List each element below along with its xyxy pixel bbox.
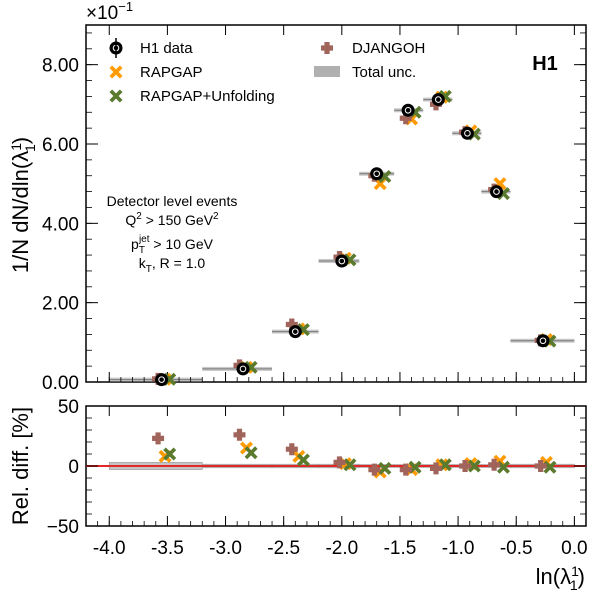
y-exponent-label: ×10−1 (86, 0, 133, 24)
x-tick-label: -3.5 (151, 538, 184, 559)
legend-label-h1-data: H1 data (140, 40, 193, 57)
brand-label: H1 (532, 53, 558, 75)
x-tick-label: -1.5 (384, 538, 417, 559)
top-panel: 0.00 2.00 4.00 6.00 8.00 ×10−1 1/N dN/dln(λ1… (8, 0, 587, 394)
top-plot-frame (85, 24, 587, 383)
legend-marker-rapgap (109, 65, 123, 79)
legend-marker-h1-data (109, 38, 123, 58)
top-point-data (288, 325, 302, 339)
legend-item-djangoh: DJANGOH (321, 40, 425, 57)
legend-glyph-djangoh (321, 42, 333, 54)
bottom-point-unfold (408, 460, 422, 474)
top-point-data (489, 185, 503, 199)
bottom-point-djangoh (285, 443, 298, 456)
bottom-markers (152, 428, 557, 479)
legend: H1 data RAPGAP RAPGAP+Unfolding DJANGOH … (109, 38, 425, 105)
bottom-point-djangoh (368, 463, 381, 476)
x-tick-label: -2.5 (267, 538, 300, 559)
x-tick-labels: -4.0 -3.5 -3.0 -2.5 -2.0 -1.5 -1.0 -0.5 0.0 (93, 538, 588, 559)
bottom-point-unfold (296, 453, 310, 467)
top-point-data (536, 334, 550, 348)
legend-label-total-unc: Total unc. (352, 64, 416, 81)
bottom-point-djangoh (459, 460, 472, 472)
annotation-block: Detector level events Q2 > 150 GeV2 pTje… (107, 193, 238, 275)
bottom-point-unfold (496, 460, 510, 474)
top-point-data (460, 126, 474, 140)
top-point-djangoh (399, 112, 412, 125)
top-point-data (236, 362, 250, 376)
bottom-y-tick-label: 50 (58, 397, 79, 418)
legend-glyph-rapgap-unfolding (109, 89, 123, 103)
bottom-point-unfold (378, 461, 392, 475)
legend-marker-rapgap-unfolding (109, 89, 123, 103)
annotation-kt-radius: kT, R = 1.0 (139, 255, 206, 275)
top-y-tick-label: 6.00 (42, 135, 79, 156)
legend-item-rapgap-unfolding: RAPGAP+Unfolding (109, 88, 275, 105)
top-point-data (431, 93, 445, 107)
x-axis-title: ln(λ1 1) (536, 563, 585, 593)
top-point-data (155, 373, 169, 387)
top-y-tick-label: 4.00 (42, 214, 79, 235)
legend-item-h1-data: H1 data (109, 38, 193, 58)
y-axis-title-top: 1/N dN/dln(λ11) (8, 137, 38, 273)
x-tick-label: -0.5 (500, 538, 533, 559)
top-y-tick-label: 8.00 (42, 56, 79, 77)
bottom-point-unfold (543, 460, 557, 474)
top-markers (152, 89, 557, 387)
bottom-point-unfold (163, 447, 177, 461)
legend-marker-total-unc (314, 66, 340, 77)
top-y-tick-label: 2.00 (42, 294, 79, 315)
bottom-point-djangoh (430, 462, 442, 475)
bottom-point-djangoh (233, 428, 246, 441)
annotation-pt-jet-cut: pTjet > 10 GeV (131, 234, 214, 256)
x-tick-label: -4.0 (93, 538, 126, 559)
x-tick-label: -3.0 (209, 538, 242, 559)
bottom-point-djangoh (488, 458, 501, 471)
bottom-axis-ticks: −50 0 50 (47, 397, 586, 538)
legend-item-total-unc: Total unc. (314, 64, 416, 81)
bottom-point-unfold (438, 458, 452, 472)
top-point-data (335, 254, 349, 268)
bottom-point-unfold (343, 458, 357, 472)
top-axis-ticks: 0.00 2.00 4.00 6.00 8.00 (42, 25, 586, 394)
bottom-panel: −50 0 50 Rel. diff. [%] -4.0 -3.5 -3.0 -2.5 -2… (8, 397, 588, 593)
legend-label-djangoh: DJANGOH (352, 40, 425, 57)
top-point-djangoh (285, 318, 298, 331)
legend-label-rapgap-unfolding: RAPGAP+Unfolding (140, 88, 275, 105)
x-tick-label: 0.0 (561, 538, 587, 559)
top-point-data (401, 103, 415, 117)
bottom-point-unfold (467, 459, 481, 473)
x-tick-label: -1.0 (442, 538, 475, 559)
bottom-point-djangoh (399, 463, 412, 476)
bottom-point-djangoh (152, 432, 165, 445)
bottom-y-tick-label: 0 (68, 457, 79, 478)
bottom-point-djangoh (333, 456, 346, 469)
legend-marker-djangoh (321, 42, 333, 54)
y-axis-title-bottom: Rel. diff. [%] (8, 407, 33, 525)
x-tick-label: -2.0 (325, 538, 358, 559)
annotation-detector-level: Detector level events (107, 193, 238, 209)
annotation-q2-cut: Q2 > 150 GeV2 (125, 211, 219, 228)
legend-item-rapgap: RAPGAP (109, 64, 203, 81)
top-y-tick-label: 0.00 (42, 373, 79, 394)
bottom-point-unfold (244, 446, 258, 460)
legend-label-rapgap: RAPGAP (140, 64, 203, 81)
bottom-y-tick-label: −50 (47, 517, 79, 538)
bottom-point-djangoh (534, 460, 547, 472)
top-point-data (370, 167, 384, 181)
legend-glyph-rapgap (109, 65, 123, 79)
